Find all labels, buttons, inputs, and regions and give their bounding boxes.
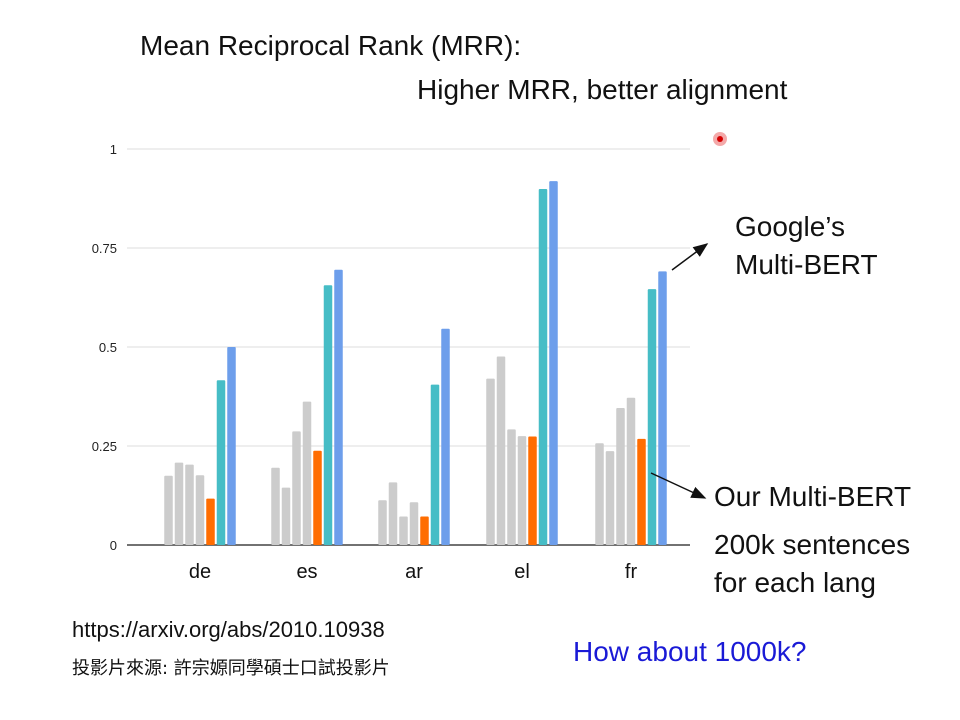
bar-ar-3 bbox=[399, 516, 408, 545]
bar-de-4 bbox=[195, 475, 205, 545]
y-tick-label: 0 bbox=[110, 538, 117, 553]
bar-el-2 bbox=[496, 356, 506, 545]
sentences-line2: for each lang bbox=[714, 567, 876, 598]
bar-de-5 bbox=[206, 498, 215, 545]
google-label-line2: Multi-BERT bbox=[735, 249, 878, 280]
bar-fr-1 bbox=[595, 443, 604, 545]
bar-de-2 bbox=[174, 462, 184, 545]
bar-ar-2 bbox=[388, 482, 398, 545]
bar-ar-7 bbox=[441, 328, 450, 545]
google-label-line1: Google’s bbox=[735, 211, 846, 242]
bar-el-6 bbox=[538, 188, 548, 545]
bar-el-7 bbox=[549, 181, 558, 546]
ours-arrow bbox=[650, 472, 707, 499]
bar-es-3 bbox=[292, 431, 301, 545]
sentences-line1: 200k sentences bbox=[714, 529, 911, 560]
sentences-note: 200k sentences for each lang bbox=[714, 526, 910, 602]
bar-el-5 bbox=[528, 436, 537, 545]
bar-el-1 bbox=[486, 378, 495, 545]
bar-fr-4 bbox=[626, 397, 636, 545]
slide-title: Mean Reciprocal Rank (MRR): bbox=[140, 30, 522, 61]
bar-de-6 bbox=[216, 380, 226, 545]
google-multibert-label: Google’s Multi-BERT bbox=[735, 208, 878, 284]
slide-source-note: 投影片來源: 許宗嫄同學碩士口試投影片 bbox=[72, 658, 390, 679]
google-arrow bbox=[671, 243, 709, 271]
bar-ar-6 bbox=[430, 384, 440, 545]
bar-de-1 bbox=[164, 475, 173, 545]
y-tick-label: 0.75 bbox=[92, 241, 117, 256]
bar-fr-6 bbox=[647, 289, 657, 545]
laser-pointer-dot bbox=[713, 132, 727, 146]
bar-ar-5 bbox=[420, 516, 429, 545]
bar-es-1 bbox=[271, 467, 280, 545]
y-tick-label: 1 bbox=[110, 142, 117, 157]
bar-el-4 bbox=[517, 436, 527, 545]
x-tick-label-es: es bbox=[296, 561, 317, 583]
bar-fr-7 bbox=[658, 271, 667, 545]
bar-fr-2 bbox=[605, 451, 615, 545]
bar-el-3 bbox=[507, 429, 516, 545]
bar-es-2 bbox=[281, 487, 291, 545]
bar-de-7 bbox=[227, 347, 236, 545]
bar-ar-1 bbox=[378, 500, 387, 545]
y-tick-label: 0.5 bbox=[99, 340, 117, 355]
y-tick-label: 0.25 bbox=[92, 439, 117, 454]
chart-labels: 0 0.25 0.5 0.75 1 de es ar el fr bbox=[92, 142, 638, 583]
slide-subtitle: Higher MRR, better alignment bbox=[417, 74, 788, 105]
x-tick-label-de: de bbox=[189, 561, 211, 583]
chart-gridlines bbox=[127, 148, 690, 546]
bar-es-5 bbox=[313, 450, 322, 545]
x-tick-label-ar: ar bbox=[405, 561, 423, 583]
bar-fr-5 bbox=[637, 438, 646, 545]
chart-arrows bbox=[650, 243, 709, 499]
bar-ar-4 bbox=[409, 502, 419, 545]
bar-es-4 bbox=[302, 401, 312, 545]
our-multibert-label: Our Multi-BERT bbox=[714, 481, 912, 512]
question-text: How about 1000k? bbox=[573, 636, 807, 667]
chart-bars bbox=[164, 181, 667, 546]
bar-de-3 bbox=[185, 464, 194, 545]
x-tick-label-fr: fr bbox=[625, 561, 638, 583]
x-tick-label-el: el bbox=[514, 561, 530, 583]
bar-es-7 bbox=[334, 269, 343, 545]
paper-url: https://arxiv.org/abs/2010.10938 bbox=[72, 617, 385, 642]
bar-fr-3 bbox=[616, 407, 625, 545]
bar-es-6 bbox=[323, 285, 333, 545]
